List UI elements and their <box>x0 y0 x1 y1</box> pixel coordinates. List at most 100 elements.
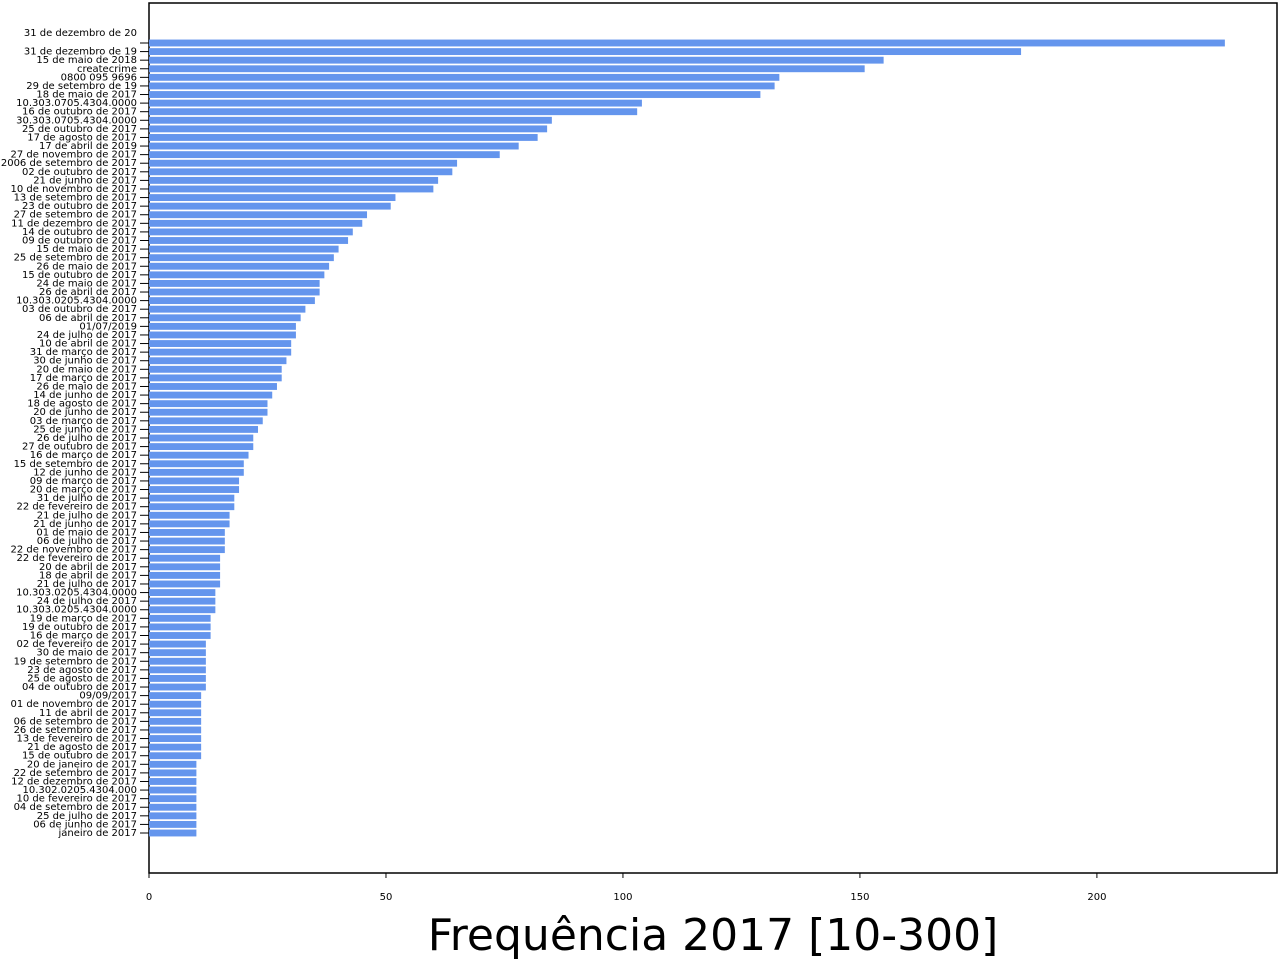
category-label: 27 de setembro de 2017 <box>14 210 137 221</box>
category-label: 25 de junho de 2017 <box>33 424 137 435</box>
category-label: 26 de abril de 2017 <box>39 287 137 298</box>
category-label: 02 de fevereiro de 2017 <box>17 639 137 650</box>
category-label: 25 de julho de 2017 <box>37 811 137 822</box>
category-label: 04 de setembro de 2017 <box>14 802 137 813</box>
category-label: 15 de maio de 2017 <box>36 244 137 255</box>
bar <box>149 262 330 270</box>
bar <box>149 563 221 571</box>
bar <box>149 503 235 511</box>
category-label: 20 de junho de 2017 <box>33 407 137 418</box>
category-label: 10 de fevereiro de 2017 <box>17 794 137 805</box>
bar <box>149 391 273 399</box>
bar <box>149 48 1022 56</box>
bar <box>149 546 225 554</box>
category-label: 27 de outubro de 2017 <box>22 442 137 453</box>
bar <box>149 614 211 622</box>
bar <box>149 151 500 159</box>
bar <box>149 322 296 330</box>
category-label: 18 de agosto de 2017 <box>27 399 137 410</box>
bar <box>149 374 282 382</box>
bar <box>149 168 453 176</box>
category-label: 26 de setembro de 2017 <box>14 725 137 736</box>
bar <box>149 623 211 631</box>
category-label: 01/07/2019 <box>79 321 137 332</box>
category-label: 09 de outubro de 2017 <box>22 236 137 247</box>
bar <box>149 537 225 545</box>
bar <box>149 709 202 717</box>
bar <box>149 589 216 596</box>
bar <box>149 408 268 416</box>
category-label: 10.302.0205.4304.000 <box>22 785 137 796</box>
bar <box>149 494 235 502</box>
bar <box>149 108 638 116</box>
category-label: 01 de maio de 2017 <box>36 527 137 538</box>
category-label: 03 de outubro de 2017 <box>22 304 137 315</box>
bar <box>149 280 320 287</box>
category-label: 20 de janeiro de 2017 <box>27 759 137 770</box>
bar <box>149 443 254 451</box>
category-label: 02 de outubro de 2017 <box>22 167 137 178</box>
bar <box>149 56 884 64</box>
bar <box>149 468 244 476</box>
bar <box>149 99 642 107</box>
bar <box>149 460 244 468</box>
bars-group <box>149 39 1225 837</box>
bar <box>149 288 320 296</box>
bar <box>149 640 206 648</box>
bar <box>149 65 865 73</box>
bar <box>149 752 202 760</box>
bar <box>149 803 197 811</box>
bar <box>149 820 197 828</box>
category-label: 23 de outubro de 2017 <box>22 201 137 212</box>
bar <box>149 340 292 347</box>
bar <box>149 219 363 227</box>
category-label: 22 de setembro de 2017 <box>14 768 137 779</box>
bar <box>149 39 1225 47</box>
category-label: 12 de dezembro de 2017 <box>11 776 137 787</box>
bar <box>149 73 780 81</box>
category-label: 06 de junho de 2017 <box>33 819 137 830</box>
category-label: 15 de setembro de 2017 <box>14 459 137 470</box>
bar <box>149 314 301 322</box>
bar <box>149 383 277 390</box>
category-label: 20 de março de 2017 <box>30 485 137 496</box>
category-label: 20 de abril de 2017 <box>39 562 137 573</box>
bar <box>149 511 230 519</box>
category-label: 09/09/2017 <box>79 691 137 702</box>
bar <box>149 529 225 536</box>
category-label: 22 de novembro de 2017 <box>10 545 137 556</box>
category-label: 10.303.0205.4304.0000 <box>16 296 137 307</box>
bar <box>149 194 396 201</box>
bar <box>149 185 434 193</box>
bar <box>149 331 296 339</box>
category-label: 14 de junho de 2017 <box>33 390 137 401</box>
category-label: 26 de julho de 2017 <box>37 433 137 444</box>
y-axis-ticks <box>140 42 149 834</box>
category-label: 17 de abril de 2019 <box>39 141 137 152</box>
bar <box>149 477 240 485</box>
bar <box>149 700 202 708</box>
category-label: 29 de setembro de 19 <box>26 81 137 92</box>
category-label: createcrime <box>77 64 137 75</box>
category-label: 10.303.0205.4304.0000 <box>16 605 137 616</box>
category-label: 31 de julho de 2017 <box>37 493 137 504</box>
x-axis-ticks: 0 50 100 150 200 <box>146 873 1106 903</box>
bar <box>149 795 197 803</box>
plot-frame <box>148 2 1278 874</box>
category-label: 03 de março de 2017 <box>30 416 137 427</box>
category-label: 30 de junho de 2017 <box>33 356 137 367</box>
category-label: 06 de julho de 2017 <box>37 536 137 547</box>
category-label: 30 de maio de 2017 <box>36 648 137 659</box>
category-label: 17 de agosto de 2017 <box>27 132 137 143</box>
bar <box>149 683 206 691</box>
category-label: 2006 de setembro de 2017 <box>1 158 137 169</box>
category-label: 01 de novembro de 2017 <box>10 699 137 710</box>
bar <box>149 348 292 356</box>
category-label: 14 de outubro de 2017 <box>22 227 137 238</box>
category-label: 10.303.0705.4304.0000 <box>16 98 137 109</box>
category-label: 27 de novembro de 2017 <box>10 150 137 161</box>
category-label: 23 de agosto de 2017 <box>27 665 137 676</box>
bar <box>149 91 761 98</box>
category-label: 18 de abril de 2017 <box>39 570 137 581</box>
